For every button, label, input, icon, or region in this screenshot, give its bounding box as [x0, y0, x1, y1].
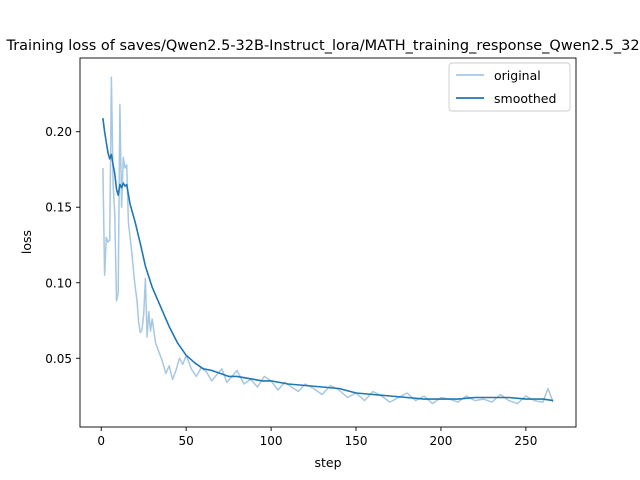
x-tick-label: 200: [430, 434, 453, 448]
plot-area: [102, 76, 554, 405]
x-tick-label: 100: [260, 434, 283, 448]
x-tick-label: 50: [179, 434, 194, 448]
axes-frame: [79, 57, 577, 428]
y-tick-label: 0.10: [45, 276, 72, 290]
x-tick-label: 0: [97, 434, 105, 448]
x-axis-label: step: [314, 455, 341, 470]
y-axis-label: loss: [19, 230, 34, 254]
series-line-smoothed: [102, 118, 554, 402]
series-line-original: [102, 76, 554, 405]
legend: original smoothed: [448, 62, 571, 112]
legend-label-original: original: [494, 68, 541, 83]
chart-title: Training loss of saves/Qwen2.5-32B-Instr…: [5, 38, 640, 54]
x-axis: 0 50 100 150 200 250: [97, 427, 537, 448]
x-tick-label: 250: [514, 434, 537, 448]
legend-label-smoothed: smoothed: [494, 91, 556, 106]
x-tick-label: 150: [345, 434, 368, 448]
y-tick-label: 0.20: [45, 125, 72, 139]
y-axis: 0.05 0.10 0.15 0.20: [45, 125, 80, 366]
y-tick-label: 0.15: [45, 201, 72, 215]
y-tick-label: 0.05: [45, 352, 72, 366]
